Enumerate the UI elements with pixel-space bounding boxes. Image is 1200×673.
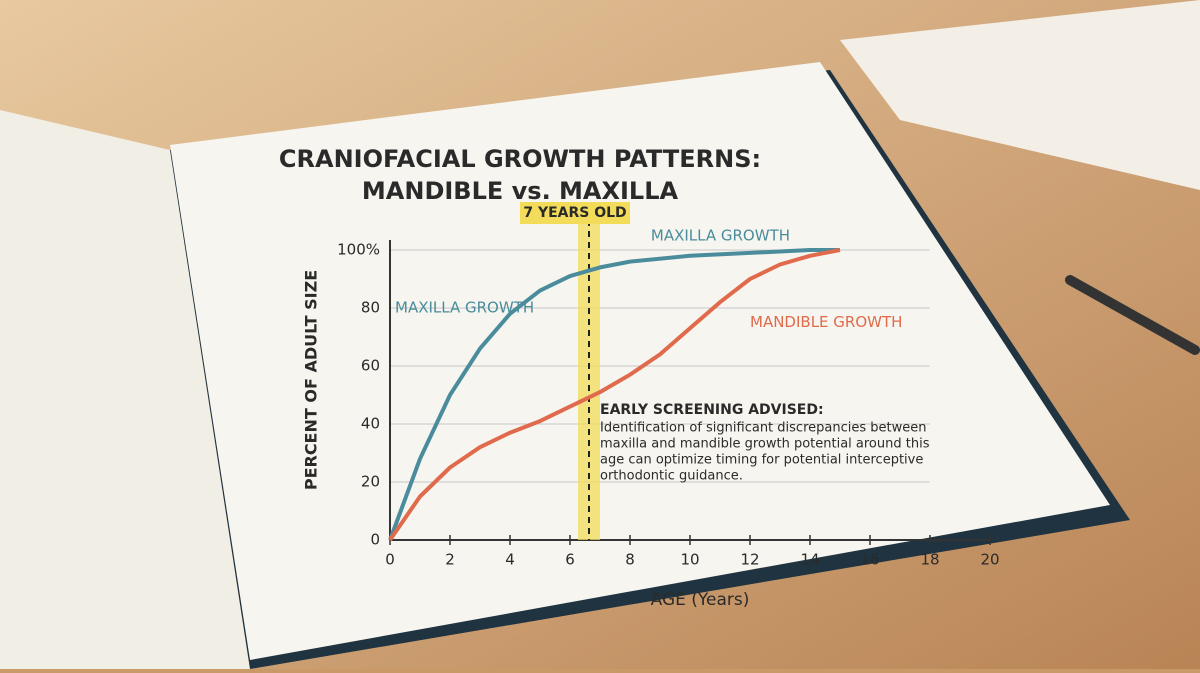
x-tick-label: 12 — [740, 551, 759, 569]
x-tick-label: 8 — [625, 551, 635, 569]
x-tick-label: 6 — [565, 551, 575, 569]
pen — [1065, 275, 1200, 355]
chart-subtitle: MANDIBLE vs. MAXILLA — [362, 177, 679, 205]
chart-title: CRANIOFACIAL GROWTH PATTERNS: — [279, 145, 761, 173]
x-tick-label: 0 — [385, 551, 395, 569]
x-tick-label: 18 — [920, 551, 939, 569]
note-line: age can optimize timing for potential in… — [600, 453, 923, 468]
marker-label: 7 YEARS OLD — [523, 205, 626, 221]
y-tick-label: 40 — [361, 415, 380, 433]
x-tick-label: 2 — [445, 551, 455, 569]
note-line: Identification of significant discrepanc… — [600, 421, 926, 436]
marker-label-box — [520, 202, 630, 224]
series-end-label: MANDIBLE GROWTH — [750, 313, 902, 331]
y-tick-label: 60 — [361, 357, 380, 375]
x-tick-label: 4 — [505, 551, 515, 569]
series-line — [388, 248, 841, 542]
series-inline-label: MAXILLA GROWTH — [395, 299, 534, 317]
note-line: orthodontic guidance. — [600, 469, 743, 484]
y-tick-label: 80 — [361, 299, 380, 317]
y-tick-label: 0 — [370, 531, 380, 549]
series-end-label: MAXILLA GROWTH — [651, 227, 790, 245]
y-tick-label: 20 — [361, 473, 380, 491]
x-tick-label: 16 — [860, 551, 879, 569]
x-tick-label: 14 — [800, 551, 819, 569]
x-tick-label: 10 — [680, 551, 699, 569]
y-tick-label: 100% — [337, 241, 380, 259]
left-page — [0, 110, 250, 669]
x-tick-label: 20 — [980, 551, 999, 569]
note-line: maxilla and mandible growth potential ar… — [600, 437, 930, 452]
note-heading: EARLY SCREENING ADVISED: — [600, 402, 824, 418]
background-book — [840, 0, 1200, 190]
right-page — [170, 62, 1110, 660]
y-axis-label: PERCENT OF ADULT SIZE — [302, 270, 321, 490]
series-line — [388, 248, 840, 541]
x-axis-label: AGE (Years) — [651, 590, 750, 610]
